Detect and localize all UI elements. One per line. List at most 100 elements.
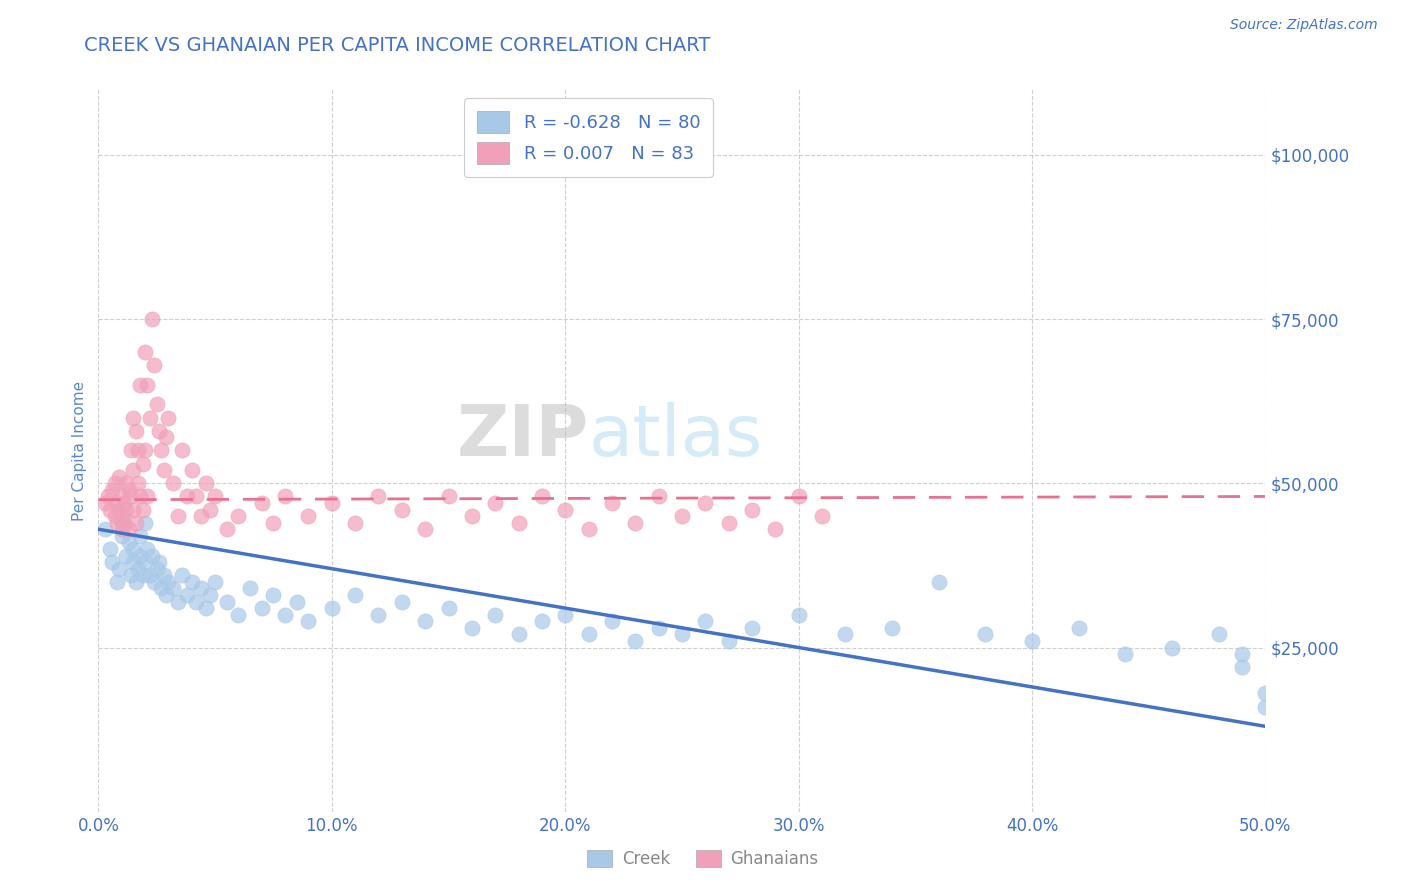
Point — [367, 607, 389, 622]
Point — [166, 594, 188, 608]
Point — [1254, 699, 1277, 714]
Point — [157, 574, 180, 589]
Point — [111, 516, 134, 530]
Point — [508, 627, 530, 641]
Point — [274, 607, 297, 622]
Point — [190, 509, 212, 524]
Point — [111, 490, 134, 504]
Point — [600, 614, 623, 628]
Point — [180, 463, 202, 477]
Point — [127, 476, 149, 491]
Point — [437, 490, 460, 504]
Point — [413, 614, 436, 628]
Point — [228, 607, 250, 622]
Point — [671, 509, 693, 524]
Point — [141, 549, 163, 563]
Point — [928, 574, 950, 589]
Point — [129, 490, 152, 504]
Point — [101, 483, 124, 497]
Point — [367, 490, 389, 504]
Point — [132, 502, 155, 516]
Point — [554, 502, 576, 516]
Point — [600, 496, 623, 510]
Point — [150, 582, 173, 596]
Point — [105, 574, 128, 589]
Point — [811, 509, 834, 524]
Point — [94, 522, 117, 536]
Point — [250, 496, 273, 510]
Point — [115, 502, 138, 516]
Point — [162, 476, 184, 491]
Point — [134, 555, 156, 569]
Point — [134, 345, 156, 359]
Point — [787, 607, 810, 622]
Point — [101, 555, 124, 569]
Point — [104, 476, 127, 491]
Point — [391, 594, 413, 608]
Point — [166, 509, 188, 524]
Point — [1067, 621, 1090, 635]
Point — [190, 582, 212, 596]
Point — [344, 516, 367, 530]
Point — [741, 621, 763, 635]
Point — [172, 568, 194, 582]
Point — [155, 588, 177, 602]
Point — [129, 377, 152, 392]
Point — [1161, 640, 1184, 655]
Point — [146, 397, 169, 411]
Point — [1114, 647, 1136, 661]
Point — [120, 490, 142, 504]
Point — [1230, 647, 1253, 661]
Point — [104, 509, 127, 524]
Point — [141, 312, 163, 326]
Point — [122, 410, 145, 425]
Point — [624, 634, 647, 648]
Point — [215, 594, 238, 608]
Point — [787, 490, 810, 504]
Point — [112, 496, 135, 510]
Point — [136, 377, 159, 392]
Point — [297, 509, 319, 524]
Point — [118, 535, 141, 549]
Point — [508, 516, 530, 530]
Point — [671, 627, 693, 641]
Point — [215, 522, 238, 536]
Point — [578, 522, 600, 536]
Legend: Creek, Ghanaians: Creek, Ghanaians — [581, 843, 825, 875]
Point — [880, 621, 903, 635]
Point — [763, 522, 786, 536]
Point — [122, 502, 145, 516]
Point — [97, 490, 120, 504]
Point — [484, 496, 506, 510]
Point — [122, 555, 145, 569]
Point — [484, 607, 506, 622]
Point — [112, 516, 135, 530]
Point — [437, 601, 460, 615]
Point — [127, 562, 149, 576]
Point — [344, 588, 367, 602]
Point — [285, 594, 308, 608]
Point — [204, 490, 226, 504]
Point — [105, 496, 128, 510]
Point — [136, 490, 159, 504]
Point — [262, 588, 284, 602]
Point — [108, 469, 131, 483]
Point — [111, 509, 134, 524]
Point — [186, 594, 208, 608]
Point — [321, 496, 343, 510]
Point — [125, 516, 148, 530]
Point — [1230, 660, 1253, 674]
Point — [391, 502, 413, 516]
Point — [194, 476, 217, 491]
Legend: R = -0.628   N = 80, R = 0.007   N = 83: R = -0.628 N = 80, R = 0.007 N = 83 — [464, 98, 713, 177]
Point — [143, 358, 166, 372]
Point — [134, 516, 156, 530]
Point — [250, 601, 273, 615]
Point — [115, 476, 138, 491]
Point — [228, 509, 250, 524]
Point — [120, 568, 142, 582]
Point — [118, 483, 141, 497]
Point — [155, 430, 177, 444]
Point — [132, 568, 155, 582]
Point — [98, 502, 121, 516]
